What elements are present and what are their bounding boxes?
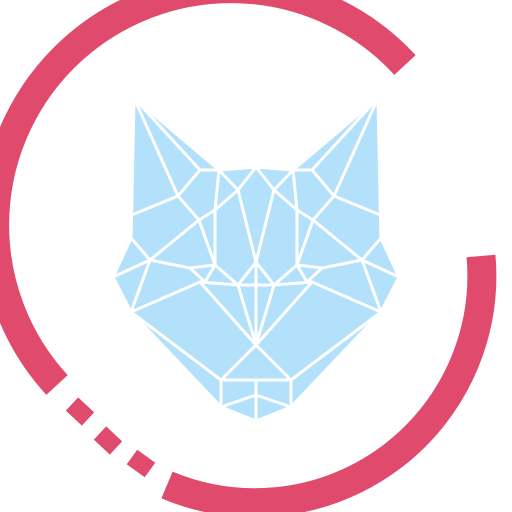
ring-arc-bottom-right — [161, 254, 497, 512]
ring-dashes — [65, 397, 156, 478]
ring-dash — [126, 449, 156, 478]
ring-arc-top — [0, 0, 416, 395]
ring — [0, 0, 497, 512]
ring-dash — [65, 397, 95, 426]
fox-head-outline — [111, 96, 401, 423]
ring-dash — [93, 426, 123, 455]
fox-head — [111, 96, 401, 423]
